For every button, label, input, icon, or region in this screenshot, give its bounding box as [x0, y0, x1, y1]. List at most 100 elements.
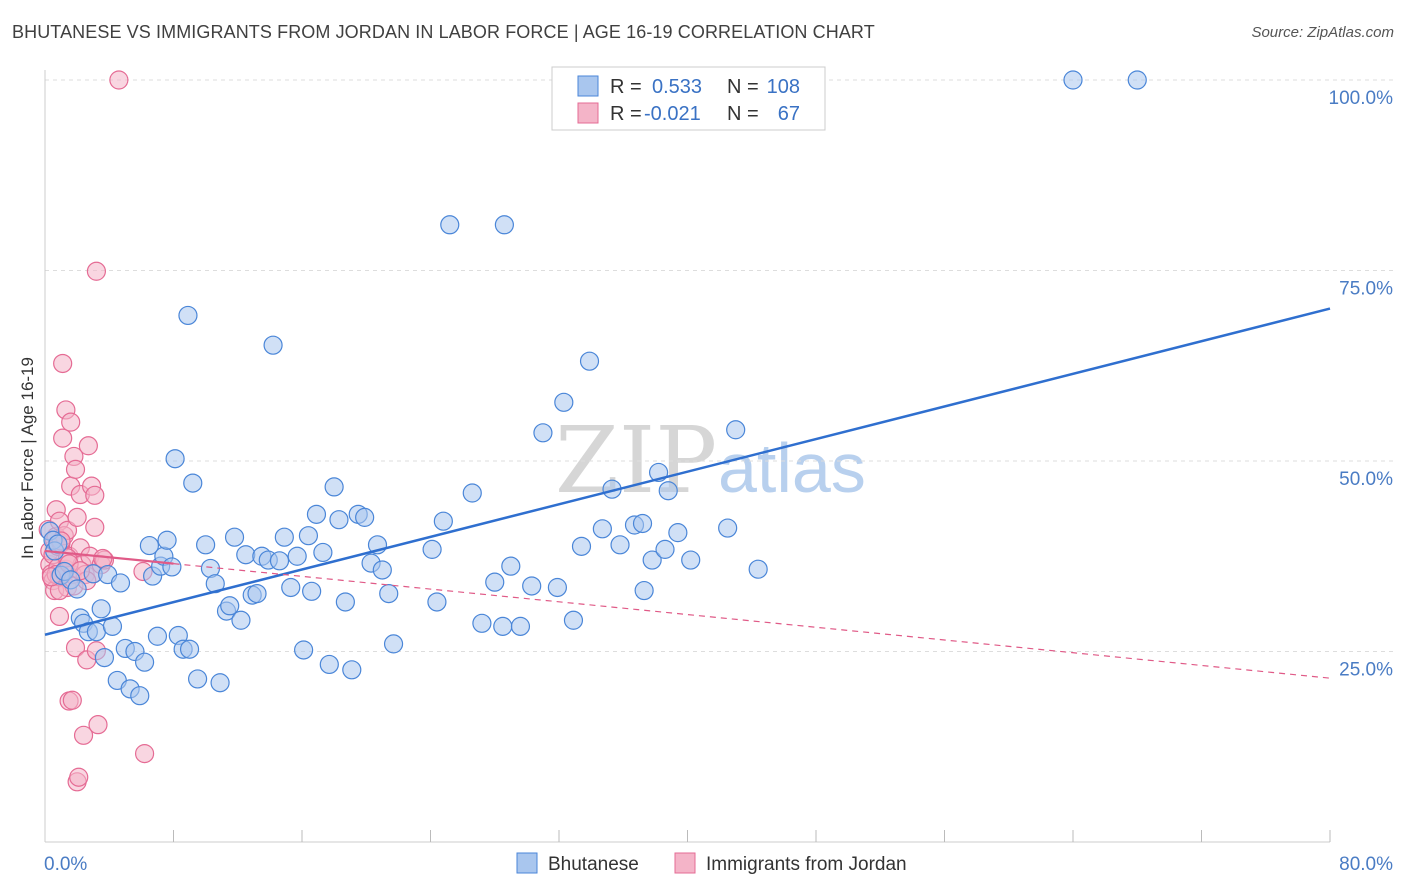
bhutanese-point-73	[422, 539, 442, 559]
bhutanese-point-51	[263, 335, 283, 355]
jordan-point-43	[78, 436, 98, 456]
jordan-point-50	[88, 715, 108, 735]
legend-r-value-1: 0.533	[652, 76, 702, 98]
bhutanese-point-56	[294, 640, 314, 660]
y-tick-labels: 25.0% 50.0% 75.0% 100.0%	[1329, 88, 1394, 681]
bhutanese-point-31	[165, 449, 185, 469]
bhutanese-point-57	[298, 526, 319, 546]
bhutanese-point-53	[274, 527, 294, 547]
bhutanese-point-59	[306, 504, 327, 524]
bhutanese-point-61	[319, 654, 339, 675]
bhutanese-point-67	[355, 507, 375, 527]
bhutanese-point-46	[236, 545, 256, 565]
bhutanese-point-74	[427, 592, 447, 612]
y-axis-label: In Labor Force | Age 16-19	[18, 357, 37, 559]
jordan-point-35	[67, 507, 87, 527]
bhutanese-point-107	[1127, 70, 1147, 90]
bhutanese-point-76	[440, 215, 460, 235]
bottom-legend-swatch-bhutanese	[516, 852, 538, 874]
bhutanese-point-80	[493, 616, 513, 636]
bhutanese-point-60	[313, 542, 333, 563]
bhutanese-point-70	[372, 560, 392, 580]
bhutanese-point-54	[281, 577, 301, 598]
x-tick-label-max: 80.0%	[1339, 854, 1393, 875]
correlation-legend: R = 0.533 N = 108 R = -0.021 N = 67	[551, 66, 826, 131]
series-bhutanese-points	[40, 70, 1147, 706]
bhutanese-point-90	[592, 519, 612, 539]
series-legend: Bhutanese Immigrants from Jordan	[516, 852, 907, 875]
y-tick-label-75: 75.0%	[1339, 279, 1393, 300]
jordan-point-55	[134, 744, 155, 764]
bhutanese-point-101	[681, 550, 701, 570]
bhutanese-point-29	[157, 530, 177, 550]
legend-swatch-bhutanese	[577, 75, 599, 97]
bhutanese-point-102	[718, 518, 738, 538]
bhutanese-point-94	[634, 580, 654, 601]
bhutanese-point-84	[533, 423, 553, 443]
bhutanese-point-52	[269, 551, 290, 571]
bhutanese-point-24	[139, 535, 160, 556]
bhutanese-point-95	[632, 513, 653, 534]
bhutanese-point-78	[472, 613, 492, 633]
bhutanese-point-45	[231, 610, 251, 630]
bhutanese-point-83	[522, 576, 542, 596]
y-tick-label-100: 100.0%	[1329, 88, 1394, 109]
jordan-point-48	[85, 485, 105, 505]
bhutanese-point-87	[563, 610, 584, 630]
bhutanese-point-58	[302, 581, 322, 601]
bhutanese-point-13	[91, 599, 111, 619]
bhutanese-point-75	[433, 511, 453, 531]
bhutanese-point-86	[554, 392, 574, 412]
legend-r-label-1: R =	[610, 76, 642, 98]
jordan-point-16	[53, 353, 73, 374]
bhutanese-point-72	[383, 634, 404, 654]
legend-n-label-1: N =	[727, 76, 759, 98]
bhutanese-point-71	[379, 583, 399, 604]
jordan-point-47	[85, 517, 105, 537]
trend-line-jordan-dashed	[173, 563, 1331, 679]
bhutanese-point-64	[335, 592, 355, 612]
legend-r-value-2: -0.021	[644, 103, 701, 125]
bhutanese-point-38	[196, 535, 216, 555]
jordan-point-36	[69, 767, 89, 787]
jordan-point-54	[86, 261, 107, 281]
bhutanese-point-43	[220, 596, 240, 616]
bhutanese-point-99	[658, 481, 678, 501]
bhutanese-point-88	[571, 536, 592, 556]
x-ticks	[173, 830, 1331, 842]
watermark-atlas: atlas	[718, 429, 866, 507]
bhutanese-point-92	[610, 535, 630, 555]
bhutanese-point-85	[547, 577, 567, 598]
bhutanese-point-62	[324, 477, 344, 497]
bhutanese-point-77	[462, 483, 482, 503]
bhutanese-point-36	[183, 473, 203, 493]
bhutanese-point-18	[110, 573, 131, 593]
bhutanese-point-12	[86, 622, 107, 642]
bhutanese-point-22	[130, 686, 150, 706]
bottom-legend-swatch-jordan	[674, 852, 696, 874]
bhutanese-point-7	[67, 579, 87, 599]
bhutanese-point-26	[147, 626, 168, 646]
bhutanese-point-65	[342, 660, 362, 680]
bhutanese-point-96	[642, 550, 662, 570]
bottom-legend-label-bhutanese: Bhutanese	[548, 854, 639, 875]
y-tick-label-25: 25.0%	[1339, 660, 1393, 681]
bhutanese-point-79	[485, 572, 505, 592]
jordan-point-26	[61, 412, 81, 432]
bhutanese-point-3	[48, 534, 68, 554]
trend-lines	[44, 307, 1331, 679]
bhutanese-point-14	[94, 647, 115, 668]
jordan-point-33	[65, 638, 86, 658]
y-tick-label-50: 50.0%	[1339, 469, 1393, 490]
x-tick-label-min: 0.0%	[44, 854, 87, 875]
bhutanese-point-23	[134, 652, 155, 672]
bhutanese-point-41	[210, 673, 230, 693]
bhutanese-point-105	[494, 215, 514, 235]
bhutanese-point-98	[655, 539, 675, 559]
jordan-point-28	[62, 690, 82, 710]
jordan-point-13	[49, 606, 70, 627]
chart-source: Source: ZipAtlas.com	[1251, 24, 1394, 41]
bhutanese-point-35	[178, 305, 198, 326]
legend-n-value-1: 108	[767, 76, 800, 98]
